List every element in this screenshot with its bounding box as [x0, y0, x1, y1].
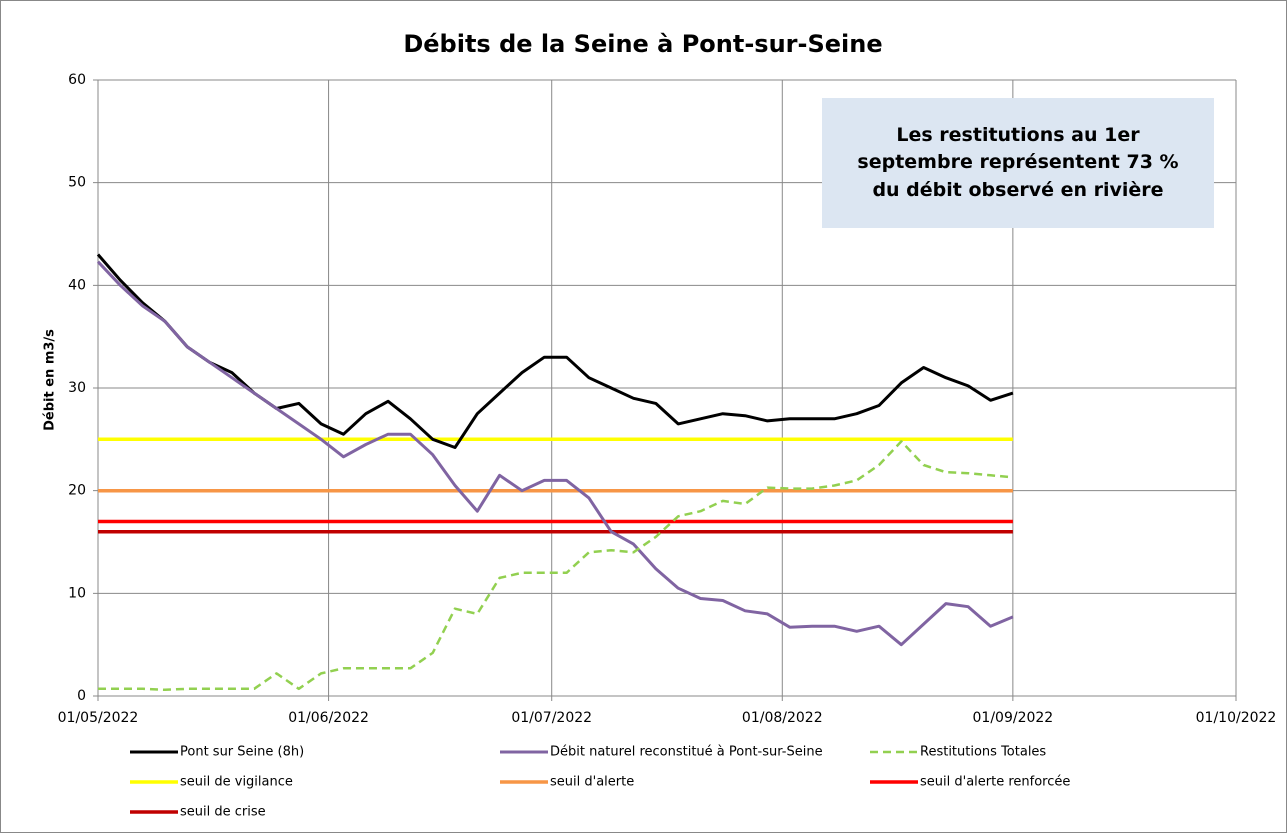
y-tick-label: 30 [68, 380, 86, 396]
y-axis-label: Débit en m3/s [43, 329, 58, 431]
legend-label: seuil d'alerte renforcée [920, 775, 1070, 790]
x-tick-label: 01/08/2022 [742, 710, 823, 726]
legend-label: seuil de crise [180, 805, 266, 820]
annotation: Les restitutions au 1er septembre représ… [822, 98, 1214, 228]
x-tick-label: 01/05/2022 [58, 710, 139, 726]
x-tick-label: 01/10/2022 [1196, 710, 1277, 726]
y-tick-label: 50 [68, 175, 86, 191]
data-line [98, 440, 1014, 692]
y-tick-label: 60 [68, 72, 86, 88]
legend-label: seuil de vigilance [180, 775, 293, 790]
y-tick-label: 10 [68, 585, 86, 601]
legend-label: Pont sur Seine (8h) [180, 745, 304, 760]
x-tick-label: 01/07/2022 [511, 710, 592, 726]
data-line [96, 260, 1014, 647]
chart-title: Débits de la Seine à Pont-sur-Seine [403, 30, 882, 58]
y-tick-label: 40 [68, 277, 86, 293]
legend-label: Restitutions Totales [920, 745, 1046, 760]
x-tick-label: 01/09/2022 [973, 710, 1054, 726]
y-tick-label: 0 [77, 688, 86, 704]
legend-label: seuil d'alerte [550, 775, 634, 790]
legend-label: Débit naturel reconstitué à Pont-sur-Sei… [550, 745, 823, 760]
y-tick-label: 20 [68, 483, 86, 499]
x-tick-label: 01/06/2022 [288, 710, 369, 726]
